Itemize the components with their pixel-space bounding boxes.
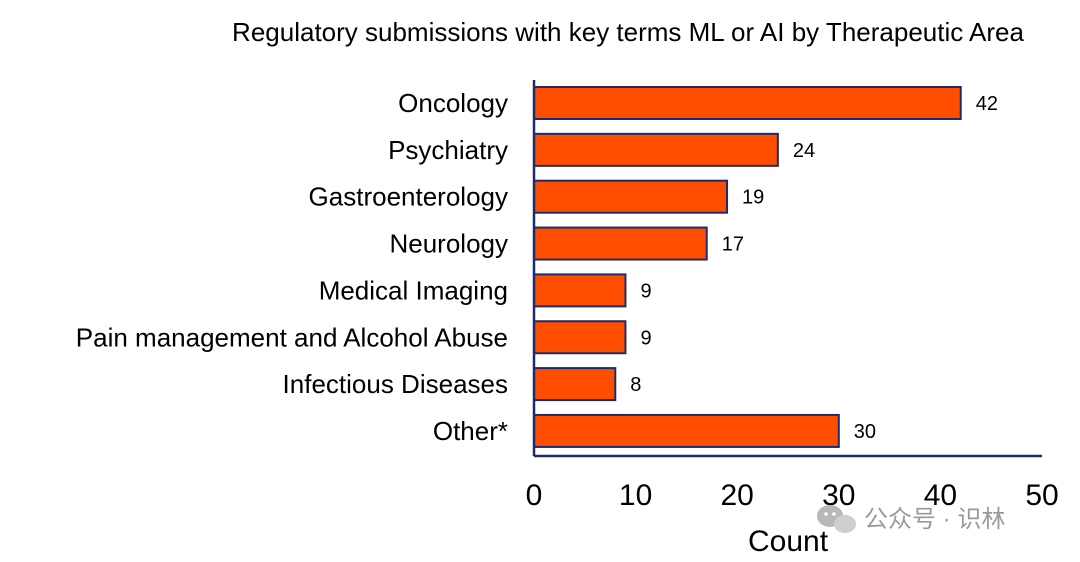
bar-2 [533,179,729,214]
x-tick-labels: 0 10 20 30 40 50 [526,479,1059,512]
data-label-6: 8 [630,374,641,396]
category-labels: Oncology Psychiatry Gastroenterology Neurol… [76,88,508,446]
bars-group [533,86,962,448]
bar-4 [533,273,627,308]
watermark: 公众号 · 识林 [817,505,1005,533]
category-label-7: Other* [433,416,508,446]
category-label-6: Infectious Diseases [283,369,508,399]
category-label-0: Oncology [398,88,508,118]
x-axis-label: Count [748,525,829,558]
chart-title: Regulatory submissions with key terms ML… [232,17,1024,47]
data-label-1: 24 [793,140,815,162]
bar-6 [533,367,617,402]
data-label-5: 9 [640,327,651,349]
data-label-4: 9 [640,280,651,302]
data-label-0: 42 [976,93,998,115]
category-label-5: Pain management and Alcohol Abuse [76,322,508,352]
x-tick-4: 40 [924,479,957,512]
x-tick-2: 20 [721,479,754,512]
watermark-text: 公众号 · 识林 [864,506,1005,533]
category-label-4: Medical Imaging [319,275,508,305]
bar-5 [533,320,627,355]
data-label-3: 17 [722,234,744,256]
x-tick-5: 50 [1025,479,1058,512]
data-label-7: 30 [854,421,876,443]
bar-0 [533,86,962,120]
category-label-3: Neurology [389,229,508,259]
data-label-2: 19 [742,187,764,209]
category-label-1: Psychiatry [388,135,508,165]
wechat-icon [817,505,856,533]
category-label-2: Gastroenterology [309,182,508,212]
bar-7 [533,413,840,448]
data-labels: 42 24 19 17 9 9 8 30 [630,93,998,443]
bar-3 [533,226,708,261]
bar-1 [533,132,779,167]
x-tick-1: 10 [619,479,652,512]
x-tick-0: 0 [526,479,543,512]
